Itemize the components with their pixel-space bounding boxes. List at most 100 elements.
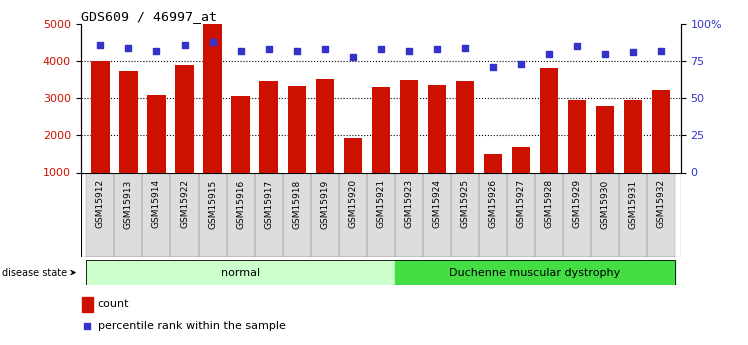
Text: GSM15922: GSM15922 [180, 179, 189, 228]
Bar [310, 172, 339, 257]
Bar [540, 68, 558, 209]
Bar [198, 172, 227, 257]
Text: GSM15923: GSM15923 [404, 179, 413, 228]
Bar [171, 172, 198, 257]
Bar [563, 172, 591, 257]
Bar [86, 172, 114, 257]
Bar [456, 81, 474, 209]
Bar [254, 172, 283, 257]
Text: GDS609 / 46997_at: GDS609 / 46997_at [81, 10, 217, 23]
Text: GSM15930: GSM15930 [601, 179, 610, 228]
Bar [227, 172, 254, 257]
Bar [310, 172, 339, 257]
Point [459, 45, 470, 51]
Bar [254, 172, 283, 257]
Bar [479, 172, 507, 257]
Bar [619, 172, 647, 257]
Bar [507, 172, 535, 257]
Bar [568, 100, 586, 209]
Point [94, 42, 106, 48]
Bar [479, 172, 507, 257]
Text: GSM15925: GSM15925 [460, 179, 469, 228]
Bar [231, 96, 250, 209]
Bar [175, 65, 194, 209]
Bar [624, 100, 642, 209]
Text: count: count [97, 299, 129, 309]
Text: percentile rank within the sample: percentile rank within the sample [97, 321, 286, 331]
Point [291, 48, 303, 53]
Bar [339, 172, 367, 257]
Point [206, 39, 218, 45]
Point [375, 47, 387, 52]
Text: GSM15920: GSM15920 [349, 179, 358, 228]
Text: disease state: disease state [1, 268, 75, 277]
Bar [283, 172, 310, 257]
Bar [316, 79, 334, 209]
Bar [198, 172, 227, 257]
Point [150, 48, 162, 53]
Bar [451, 172, 479, 257]
Text: GSM15921: GSM15921 [376, 179, 385, 228]
Point [235, 48, 247, 53]
Bar [86, 260, 395, 285]
Bar [142, 172, 171, 257]
Bar [399, 80, 418, 209]
Bar [367, 172, 395, 257]
Text: GSM15919: GSM15919 [320, 179, 329, 228]
Point [487, 65, 499, 70]
Bar [423, 172, 451, 257]
Bar [91, 61, 109, 209]
Bar [339, 172, 367, 257]
Bar [372, 87, 390, 209]
Point [655, 48, 667, 53]
Bar [512, 147, 530, 209]
Text: GSM15912: GSM15912 [96, 179, 105, 228]
Text: normal: normal [221, 268, 260, 277]
Point [543, 51, 555, 57]
Point [123, 45, 135, 51]
Text: GSM15931: GSM15931 [628, 179, 637, 228]
Bar [120, 70, 138, 209]
Bar [596, 106, 614, 209]
Point [431, 47, 443, 52]
Bar [591, 172, 619, 257]
Point [347, 54, 359, 60]
Bar [142, 172, 171, 257]
Point [179, 42, 191, 48]
Text: GSM15915: GSM15915 [208, 179, 217, 228]
Bar [619, 172, 647, 257]
Bar [86, 172, 114, 257]
Bar [147, 95, 165, 209]
Bar [535, 172, 563, 257]
Bar [451, 172, 479, 257]
Point [571, 43, 583, 49]
Bar [395, 172, 423, 257]
Text: GSM15926: GSM15926 [488, 179, 497, 228]
Bar [395, 172, 423, 257]
Text: GSM15916: GSM15916 [236, 179, 245, 228]
Bar [82, 297, 93, 312]
Bar [484, 154, 502, 209]
Text: GSM15917: GSM15917 [264, 179, 273, 228]
Text: GSM15928: GSM15928 [545, 179, 554, 228]
Bar [114, 172, 142, 257]
Point [402, 48, 414, 53]
Bar [287, 86, 306, 209]
Text: GSM15918: GSM15918 [292, 179, 301, 228]
Bar [343, 138, 362, 209]
Point [599, 51, 611, 57]
Point [319, 47, 331, 52]
Bar [395, 260, 675, 285]
Point [82, 323, 94, 329]
Point [263, 47, 275, 52]
Text: GSM15927: GSM15927 [516, 179, 525, 228]
Text: GSM15914: GSM15914 [152, 179, 161, 228]
Text: GSM15924: GSM15924 [432, 179, 441, 228]
Bar [591, 172, 619, 257]
Bar [647, 172, 675, 257]
Text: Duchenne muscular dystrophy: Duchenne muscular dystrophy [450, 268, 621, 277]
Bar [428, 85, 446, 209]
Bar [423, 172, 451, 257]
Bar [260, 80, 278, 209]
Text: GSM15913: GSM15913 [124, 179, 133, 228]
